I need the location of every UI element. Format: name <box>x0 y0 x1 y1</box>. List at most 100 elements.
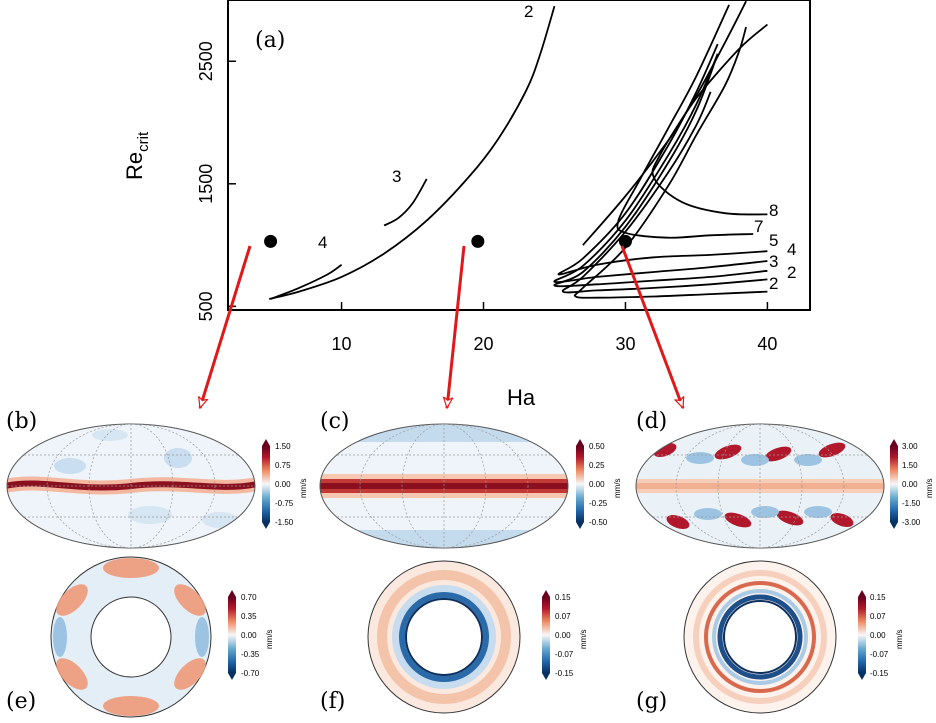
y-tick-label: 500 <box>196 291 216 321</box>
curve-10 <box>582 23 768 246</box>
arrow-to-c <box>447 245 466 408</box>
curve-7 <box>557 43 768 276</box>
x-tick-label: 10 <box>332 334 352 354</box>
arrows <box>200 245 685 408</box>
curve-label-2-left: 2 <box>524 2 533 21</box>
colorbar-b-tick-4: -1.50 <box>275 518 294 527</box>
colorbar-f: 0.15 0.07 0.00 -0.07 -0.15 mm/s <box>542 590 588 680</box>
x-tick-label: 30 <box>615 334 635 354</box>
marked-point-2 <box>618 234 632 248</box>
curve-9 <box>651 0 768 216</box>
panel-e: (e) 0.70 0.35 0.00 -0.35 -0.70 mm <box>6 556 274 718</box>
colorbar-f-tick-1: 0.07 <box>555 612 571 621</box>
colorbar-g-tick-3: -0.07 <box>870 650 889 659</box>
arrow-to-d <box>620 245 685 408</box>
panel-d-label: (d) <box>636 409 667 434</box>
colorbar-g-tick-4: -0.15 <box>870 669 889 678</box>
colorbar-d-tick-3: -1.50 <box>902 499 921 508</box>
y-tick-label: 1500 <box>196 164 216 204</box>
colorbar-d-unit: mm/s <box>925 478 934 498</box>
colorbar-b-unit: mm/s <box>299 478 308 498</box>
colorbar-e: 0.70 0.35 0.00 -0.35 -0.70 mm/s <box>228 590 274 680</box>
curve-6 <box>553 53 768 284</box>
colorbar-b-tick-1: 0.75 <box>275 461 291 470</box>
colorbar-d-tick-4: -3.00 <box>902 518 921 527</box>
panel-g: (g) 0.15 0.07 0.00 -0.07 -0.15 mm/s <box>636 560 904 714</box>
curves-group <box>268 0 768 300</box>
colorbar-g-tick-0: 0.15 <box>870 593 886 602</box>
colorbar-b-tick-3: -0.75 <box>275 499 294 508</box>
panel-f: (f) 0.15 0.07 0.00 -0.07 -0.15 mm/s <box>320 560 588 714</box>
marked-point-1 <box>471 234 485 248</box>
panel-a-label: (a) <box>255 28 285 53</box>
y-tick-label: 2500 <box>196 41 216 81</box>
panel-c-label: (c) <box>320 409 350 434</box>
curve-label-6: 5 <box>769 231 778 250</box>
curve-0 <box>268 5 556 300</box>
colorbar-e-tick-2: 0.00 <box>241 631 257 640</box>
colorbar-f-unit: mm/s <box>579 629 588 649</box>
curve-1 <box>383 178 428 227</box>
colorbar-f-tick-3: -0.07 <box>555 650 574 659</box>
curve-label-3-left: 3 <box>392 167 401 186</box>
colorbar-d: 3.00 1.50 0.00 -1.50 -3.00 mm/s <box>890 439 934 529</box>
y-axis-label: Recrit <box>122 131 152 180</box>
colorbar-e-tick-0: 0.70 <box>241 593 257 602</box>
panel-d: (d) <box>635 409 934 549</box>
colorbar-e-tick-3: -0.35 <box>241 650 260 659</box>
stability-curves <box>268 0 768 300</box>
colorbar-g-tick-1: 0.07 <box>870 612 886 621</box>
colorbar-c-tick-2: 0.00 <box>589 480 605 489</box>
curve-label-4-left: 4 <box>318 233 327 252</box>
curve-label-4-right: 3 <box>769 252 778 271</box>
curve-2 <box>270 263 343 300</box>
colorbar-f-tick-4: -0.15 <box>555 669 574 678</box>
x-axis-label: Ha <box>507 385 536 410</box>
curve-labels: 2 3 4 8 7 5 4 3 2 2 <box>318 2 796 293</box>
colorbar-e-tick-4: -0.70 <box>241 669 260 678</box>
marked-point-0 <box>264 234 278 248</box>
colorbar-c-tick-4: -0.50 <box>589 518 608 527</box>
curve-label-2-right: 2 <box>769 274 778 293</box>
panel-a-frame <box>227 0 811 311</box>
colorbar-b-tick-0: 1.50 <box>275 442 291 451</box>
panel-f-label: (f) <box>320 689 345 714</box>
colorbar-g-unit: mm/s <box>895 629 904 649</box>
curve-label-7: 7 <box>754 217 763 236</box>
arrow-to-b <box>200 245 252 408</box>
colorbar-b: 1.50 0.75 0.00 -0.75 -1.50 mm/s <box>262 439 308 529</box>
panel-b: (b) 1.50 0.75 0.00 <box>6 409 308 549</box>
colorbar-c: 0.50 0.25 0.00 -0.25 -0.50 mm/s <box>576 439 622 529</box>
colorbar-d-tick-2: 0.00 <box>902 480 918 489</box>
curve-8 <box>616 4 754 239</box>
colorbar-c-tick-0: 0.50 <box>589 442 605 451</box>
panel-a: (a) 10 20 30 40 500 1500 2500 2 3 4 8 7 5 4 3… <box>122 0 811 410</box>
colorbar-d-tick-1: 1.50 <box>902 461 918 470</box>
x-axis-ticks: 10 20 30 40 <box>332 302 777 354</box>
colorbar-g-tick-2: 0.00 <box>870 631 886 640</box>
colorbar-d-tick-0: 3.00 <box>902 442 918 451</box>
marked-points <box>264 234 632 248</box>
x-tick-label: 20 <box>473 334 493 354</box>
colorbar-c-tick-3: -0.25 <box>589 499 608 508</box>
colorbar-c-tick-1: 0.25 <box>589 461 605 470</box>
colorbar-c-unit: mm/s <box>613 478 622 498</box>
panel-c: (c) 0.50 0.25 0.00 -0.25 <box>319 409 622 549</box>
x-tick-label: 40 <box>757 334 777 354</box>
colorbar-b-tick-2: 0.00 <box>275 480 291 489</box>
curve-3 <box>573 26 768 299</box>
panel-e-label: (e) <box>6 689 36 714</box>
panel-g-label: (g) <box>636 689 667 714</box>
colorbar-e-tick-1: 0.35 <box>241 612 257 621</box>
panel-b-label: (b) <box>6 409 37 434</box>
colorbar-e-unit: mm/s <box>265 629 274 649</box>
colorbar-g: 0.15 0.07 0.00 -0.07 -0.15 mm/s <box>858 590 904 680</box>
curve-5 <box>553 53 768 288</box>
curve-label-3-right: 2 <box>787 263 796 282</box>
colorbar-f-tick-0: 0.15 <box>555 593 571 602</box>
y-axis-ticks: 500 1500 2500 <box>196 41 236 321</box>
curve-label-5: 4 <box>787 240 796 259</box>
colorbar-f-tick-2: 0.00 <box>555 631 571 640</box>
curve-label-8: 8 <box>769 201 778 220</box>
